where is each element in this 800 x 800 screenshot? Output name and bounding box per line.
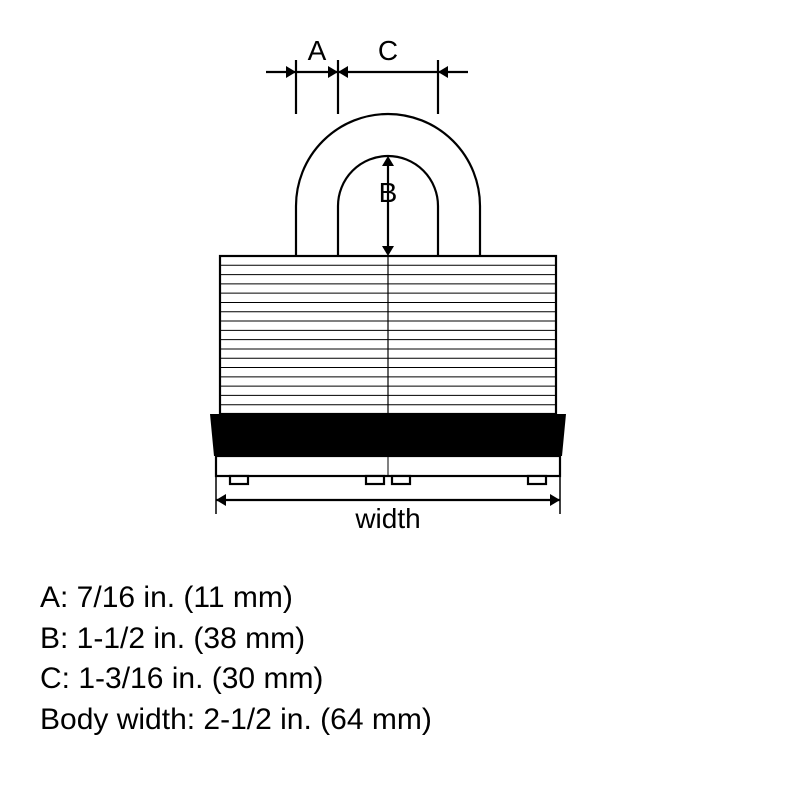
diagram-svg: A C Bwidth <box>0 0 800 560</box>
padlock-dimension-diagram: A C Bwidth A: 7/16 in. (11 mm) B: 1-1/2 in… <box>0 0 800 800</box>
legend-a: A: 7/16 in. (11 mm) <box>40 578 432 619</box>
legend-b: B: 1-1/2 in. (38 mm) <box>40 619 432 660</box>
svg-text:width: width <box>354 503 420 534</box>
svg-text:A: A <box>308 35 327 66</box>
dimension-legend: A: 7/16 in. (11 mm) B: 1-1/2 in. (38 mm)… <box>40 578 432 740</box>
legend-width: Body width: 2-1/2 in. (64 mm) <box>40 700 432 741</box>
svg-text:C: C <box>378 35 398 66</box>
legend-c: C: 1-3/16 in. (30 mm) <box>40 659 432 700</box>
svg-text:B: B <box>379 177 398 208</box>
